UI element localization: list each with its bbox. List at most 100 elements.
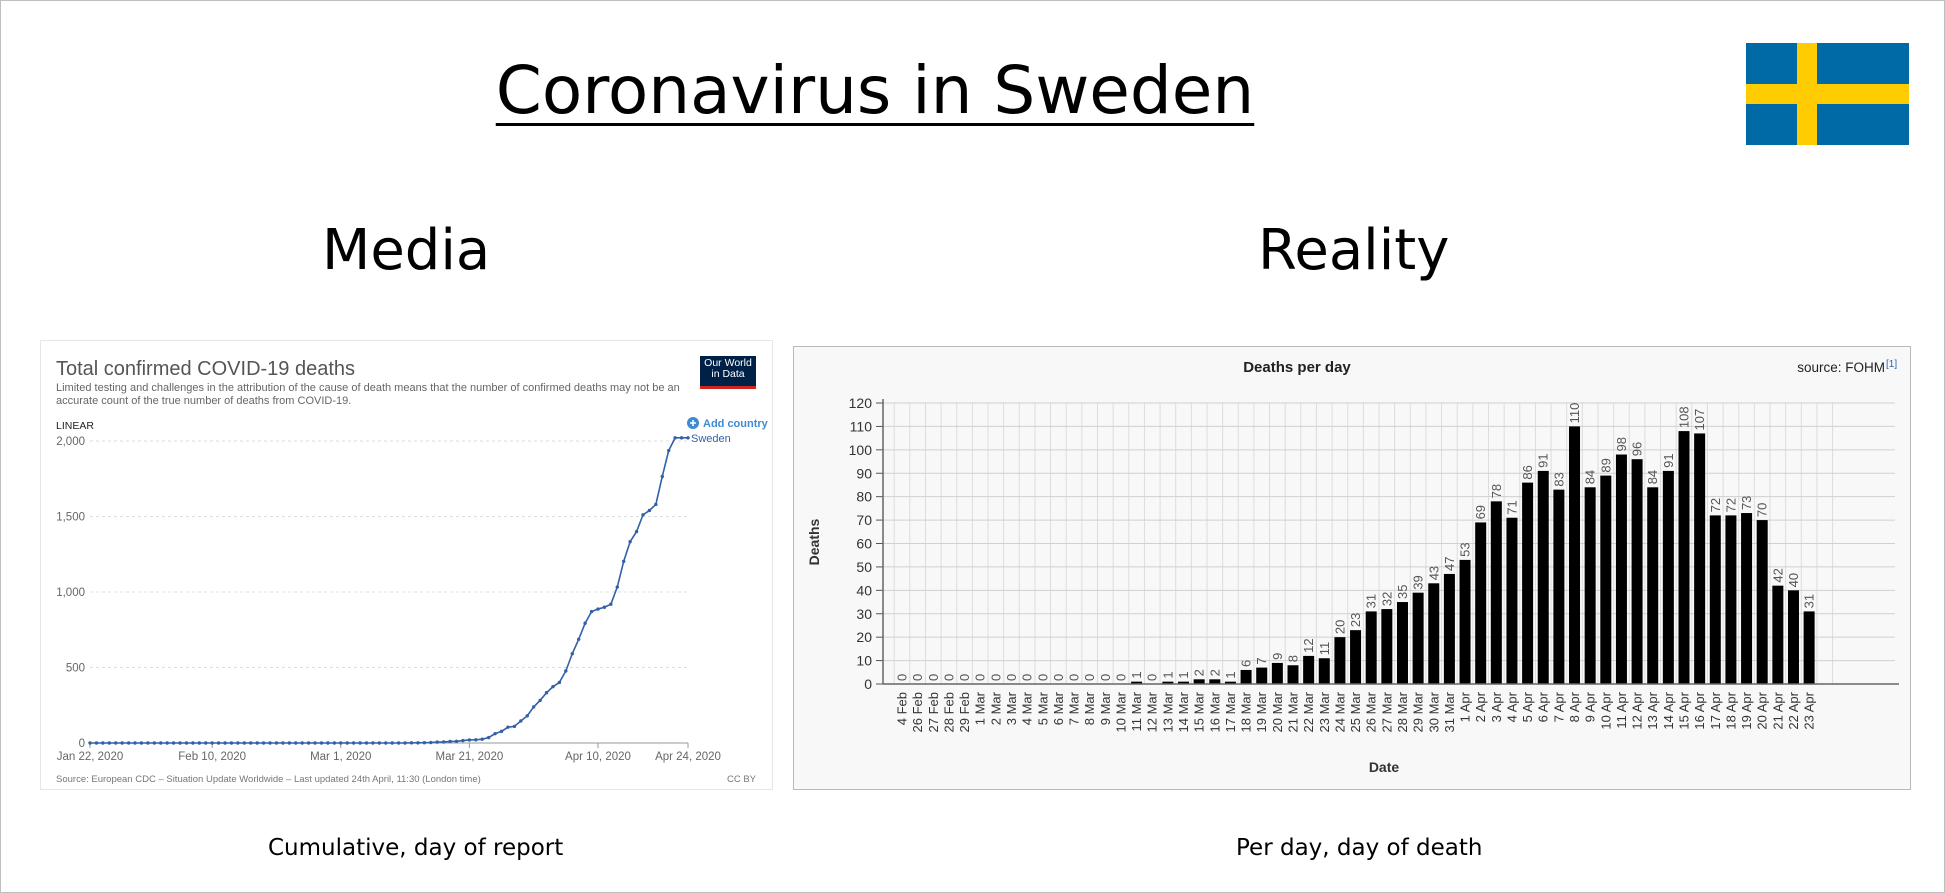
owid-license[interactable]: CC BY <box>727 774 757 785</box>
bar-data-label: 9 <box>1270 653 1285 660</box>
owid-x-tick-label: Apr 24, 2020 <box>655 751 721 763</box>
bar-data-label: 20 <box>1332 620 1347 634</box>
bar-x-tick-label: 23 Apr <box>1802 691 1817 729</box>
owid-data-point <box>146 741 150 745</box>
deaths-per-day-chart: Deaths per day source: FOHM [1] 01020304… <box>793 346 1911 790</box>
bar <box>1365 611 1377 684</box>
bar-data-label: 78 <box>1489 484 1504 498</box>
owid-data-point <box>493 731 497 736</box>
owid-legend-sweden[interactable]: Sweden <box>691 433 731 445</box>
bar-x-tick-label: 14 Apr <box>1661 691 1676 729</box>
owid-x-tick-label: Mar 21, 2020 <box>435 751 503 763</box>
bar-x-tick-label: 15 Apr <box>1677 691 1692 729</box>
bar-data-label: 0 <box>1035 674 1050 681</box>
flag-cross-horizontal <box>1746 84 1909 104</box>
bar-chart-source: source: FOHM <box>1797 360 1885 375</box>
owid-data-point <box>422 740 427 745</box>
bar-y-tick-label: 100 <box>849 442 873 458</box>
bar <box>1381 609 1393 684</box>
bar-y-tick-label: 60 <box>856 536 872 552</box>
bar-data-label: 84 <box>1645 470 1660 484</box>
bar-y-tick-label: 20 <box>856 629 872 645</box>
bar-data-label: 108 <box>1677 406 1692 428</box>
bar <box>1334 637 1346 684</box>
bar-x-tick-label: 12 Apr <box>1630 691 1645 729</box>
owid-data-point <box>261 741 266 745</box>
bar <box>1256 667 1268 684</box>
sweden-flag-icon <box>1746 43 1909 145</box>
bar-x-tick-label: 6 Apr <box>1536 691 1551 722</box>
owid-data-point <box>197 741 202 745</box>
bar-data-label: 39 <box>1411 575 1426 589</box>
owid-series-sweden[interactable] <box>88 436 690 745</box>
owid-data-point <box>287 741 292 745</box>
bar-data-label: 91 <box>1661 453 1676 467</box>
bar-data-label: 32 <box>1379 592 1394 606</box>
owid-data-point <box>326 741 330 745</box>
owid-data-point <box>454 739 459 744</box>
bar-data-label: 0 <box>988 674 1003 681</box>
owid-data-point <box>499 729 504 734</box>
owid-data-point <box>416 741 420 745</box>
bar-data-label: 0 <box>1067 674 1082 681</box>
bar-data-label: 0 <box>941 674 956 681</box>
owid-logo[interactable]: Our World in Data <box>700 356 756 389</box>
owid-line-sweden <box>90 437 688 744</box>
bar-y-tick-label: 40 <box>856 582 872 598</box>
right-caption: Per day, day of death <box>1236 835 1483 861</box>
plus-icon <box>690 420 696 426</box>
scale-toggle[interactable]: LINEAR <box>56 420 94 432</box>
bar-x-tick-label: 2 Mar <box>988 691 1003 725</box>
bar-x-tick-label: 17 Apr <box>1708 691 1723 729</box>
bar <box>1396 602 1408 684</box>
bar-x-tick-label: 1 Mar <box>973 691 988 725</box>
owid-data-point <box>512 724 517 729</box>
owid-data-point <box>506 725 510 729</box>
reality-heading: Reality <box>1258 218 1450 283</box>
bar-data-label: 91 <box>1536 453 1551 467</box>
bar <box>1443 573 1455 684</box>
owid-data-point <box>242 741 247 745</box>
owid-data-point <box>525 714 529 718</box>
bar-x-tick-label: 7 Mar <box>1067 691 1082 725</box>
owid-data-point <box>364 741 369 745</box>
bar-x-tick-label: 24 Mar <box>1332 691 1347 732</box>
bar-x-tick-label: 16 Mar <box>1207 691 1222 732</box>
owid-data-point <box>204 741 208 745</box>
bar-x-tick-label: 11 Mar <box>1129 691 1144 731</box>
bar <box>1678 431 1690 684</box>
bar-data-label: 0 <box>1113 674 1128 681</box>
bar-data-label: 0 <box>1051 674 1066 681</box>
bar-x-tick-label: 3 Apr <box>1489 691 1504 722</box>
owid-y-tick-label: 1,000 <box>56 587 85 599</box>
bar <box>1506 517 1518 684</box>
owid-data-point <box>377 741 382 745</box>
bar-data-label: 0 <box>973 674 988 681</box>
bar-x-tick-label: 14 Mar <box>1176 691 1191 732</box>
owid-x-tick-label: Apr 10, 2020 <box>565 751 631 763</box>
bar-y-tick-label: 80 <box>856 489 872 505</box>
bar <box>1240 669 1252 684</box>
owid-data-point <box>300 741 304 745</box>
left-caption: Cumulative, day of report <box>268 835 564 861</box>
bar-y-tick-label: 10 <box>856 653 872 669</box>
bar-y-tick-label: 120 <box>849 395 873 411</box>
bar-data-label: 0 <box>957 674 972 681</box>
owid-x-tick-label: Feb 10, 2020 <box>178 751 246 763</box>
bar-x-tick-label: 5 Mar <box>1035 691 1050 725</box>
owid-chart-subtitle: Limited testing and challenges in the at… <box>56 382 680 407</box>
bar-x-tick-label: 18 Mar <box>1239 691 1254 732</box>
bar-x-tick-label: 13 Mar <box>1160 691 1175 732</box>
bar-data-label: 53 <box>1458 542 1473 556</box>
add-country-button[interactable]: Add country <box>687 417 769 430</box>
bar-x-tick-label: 4 Apr <box>1504 691 1519 722</box>
bar <box>1787 590 1799 684</box>
bar-data-label: 43 <box>1426 566 1441 580</box>
bar <box>1131 681 1143 684</box>
bar <box>1647 487 1659 684</box>
bar-y-tick-label: 110 <box>850 418 873 434</box>
bar-chart-source-ref[interactable]: [1] <box>1886 359 1897 370</box>
owid-data-point <box>602 605 607 609</box>
owid-data-point <box>583 621 587 625</box>
